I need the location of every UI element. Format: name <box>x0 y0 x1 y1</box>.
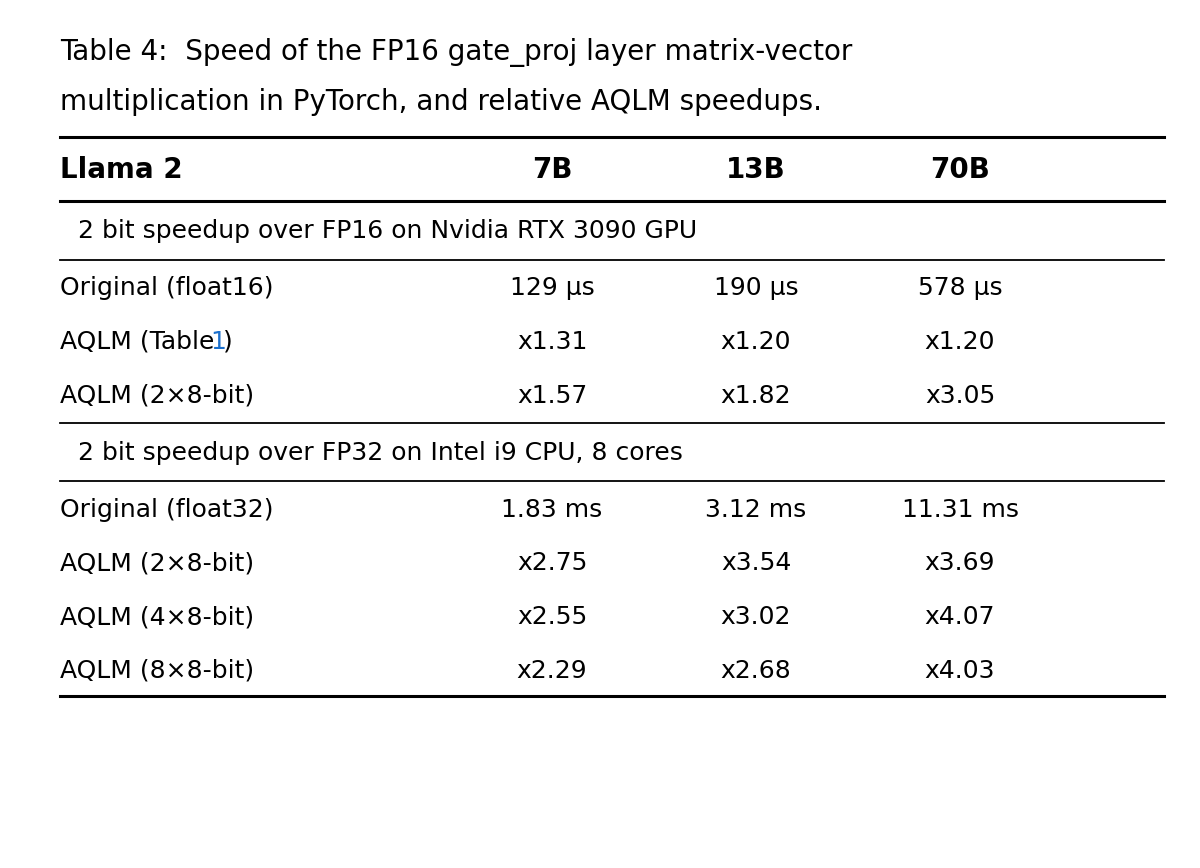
Text: x2.55: x2.55 <box>517 605 587 629</box>
Text: Table 4:  Speed of the FP16 gate_proj layer matrix-vector: Table 4: Speed of the FP16 gate_proj lay… <box>60 37 852 67</box>
Text: x1.20: x1.20 <box>925 330 995 354</box>
Text: 1: 1 <box>210 330 226 354</box>
Text: x3.69: x3.69 <box>925 551 995 575</box>
Text: 129 μs: 129 μs <box>510 276 594 300</box>
Text: Llama 2: Llama 2 <box>60 156 182 184</box>
Text: 70B: 70B <box>930 156 990 184</box>
Text: 13B: 13B <box>726 156 786 184</box>
Text: x1.20: x1.20 <box>721 330 791 354</box>
Text: 2 bit speedup over FP32 on Intel i9 CPU, 8 cores: 2 bit speedup over FP32 on Intel i9 CPU,… <box>78 441 683 464</box>
Text: 3.12 ms: 3.12 ms <box>706 497 806 522</box>
Text: AQLM (4×8-bit): AQLM (4×8-bit) <box>60 605 254 629</box>
Text: 11.31 ms: 11.31 ms <box>901 497 1019 522</box>
Text: x2.29: x2.29 <box>517 659 587 683</box>
Text: 190 μs: 190 μs <box>714 276 798 300</box>
Text: AQLM (2×8-bit): AQLM (2×8-bit) <box>60 384 254 408</box>
Text: x1.82: x1.82 <box>721 384 791 408</box>
Text: x4.07: x4.07 <box>925 605 995 629</box>
Text: x1.31: x1.31 <box>517 330 587 354</box>
Text: AQLM (8×8-bit): AQLM (8×8-bit) <box>60 659 254 683</box>
Text: ): ) <box>222 330 233 354</box>
Text: x2.68: x2.68 <box>721 659 791 683</box>
Text: x3.54: x3.54 <box>721 551 791 575</box>
Text: x3.02: x3.02 <box>721 605 791 629</box>
Text: 7B: 7B <box>532 156 572 184</box>
Text: 1.83 ms: 1.83 ms <box>502 497 602 522</box>
Text: multiplication in PyTorch, and relative AQLM speedups.: multiplication in PyTorch, and relative … <box>60 89 822 116</box>
Text: Original (float32): Original (float32) <box>60 497 274 522</box>
Text: Original (float16): Original (float16) <box>60 276 274 300</box>
Text: x4.03: x4.03 <box>925 659 995 683</box>
Text: x3.05: x3.05 <box>925 384 995 408</box>
Text: 2 bit speedup over FP16 on Nvidia RTX 3090 GPU: 2 bit speedup over FP16 on Nvidia RTX 30… <box>78 220 697 243</box>
Text: AQLM (2×8-bit): AQLM (2×8-bit) <box>60 551 254 575</box>
Text: x2.75: x2.75 <box>517 551 587 575</box>
Text: 578 μs: 578 μs <box>918 276 1002 300</box>
Text: AQLM (Table: AQLM (Table <box>60 330 222 354</box>
Text: x1.57: x1.57 <box>517 384 587 408</box>
